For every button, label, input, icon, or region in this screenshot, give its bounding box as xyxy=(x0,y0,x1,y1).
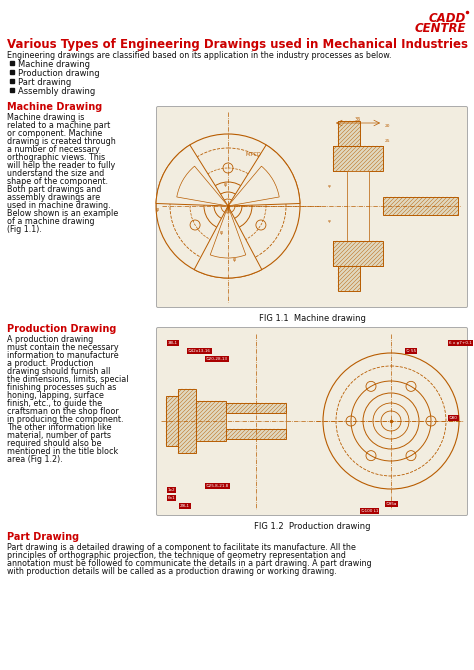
Text: Machine Drawing: Machine Drawing xyxy=(7,102,102,112)
Bar xyxy=(347,171,369,241)
Text: 25: 25 xyxy=(385,139,391,143)
Text: finish, etc., to guide the: finish, etc., to guide the xyxy=(7,399,102,408)
Bar xyxy=(166,396,178,446)
Text: 36: 36 xyxy=(355,117,361,122)
Text: must contain the necessary: must contain the necessary xyxy=(7,343,118,352)
Text: will help the reader to fully: will help the reader to fully xyxy=(7,161,115,170)
Text: φ: φ xyxy=(233,257,236,262)
Text: Both part drawings and: Both part drawings and xyxy=(7,185,101,194)
FancyBboxPatch shape xyxy=(156,328,467,515)
Wedge shape xyxy=(156,145,228,206)
Text: the dimensions, limits, special: the dimensions, limits, special xyxy=(7,375,128,384)
Text: craftsman on the shop floor: craftsman on the shop floor xyxy=(7,407,119,416)
Text: Part Drawing: Part Drawing xyxy=(7,532,79,542)
Bar xyxy=(226,429,286,439)
Bar xyxy=(338,121,360,146)
Wedge shape xyxy=(228,145,300,206)
Text: assembly drawings are: assembly drawings are xyxy=(7,193,100,202)
Text: φ: φ xyxy=(328,184,331,188)
Text: or component. Machine: or component. Machine xyxy=(7,129,102,138)
Text: 6x1: 6x1 xyxy=(168,496,176,500)
Text: a number of necessary: a number of necessary xyxy=(7,145,100,154)
Wedge shape xyxy=(227,206,229,213)
Text: ∅42x13-16: ∅42x13-16 xyxy=(188,349,211,353)
Text: ∅20-28.13: ∅20-28.13 xyxy=(206,357,228,361)
Text: 6 x φ7+0.1: 6 x φ7+0.1 xyxy=(449,341,472,345)
Bar xyxy=(226,403,286,413)
Text: φ: φ xyxy=(156,207,159,212)
Text: φ: φ xyxy=(220,230,223,235)
Bar xyxy=(333,241,383,266)
Text: principles of orthographic projection, the technique of geometry representation : principles of orthographic projection, t… xyxy=(7,551,346,560)
Text: Production drawing: Production drawing xyxy=(18,69,100,78)
Text: φ: φ xyxy=(224,182,227,187)
Text: Below shown is an example: Below shown is an example xyxy=(7,209,118,218)
Text: drawing is created through: drawing is created through xyxy=(7,137,116,146)
Wedge shape xyxy=(194,206,262,278)
Text: of a machine drawing: of a machine drawing xyxy=(7,217,94,226)
Text: understand the size and: understand the size and xyxy=(7,169,104,178)
Wedge shape xyxy=(228,166,279,206)
Text: annotation must be followed to communicate the details in a part drawing. A part: annotation must be followed to communica… xyxy=(7,559,372,568)
Text: Various Types of Engineering Drawings used in Mechanical Industries: Various Types of Engineering Drawings us… xyxy=(7,38,468,51)
Text: a product. Production: a product. Production xyxy=(7,359,93,368)
Text: φ: φ xyxy=(328,219,331,223)
Text: FIG 1.2  Production drawing: FIG 1.2 Production drawing xyxy=(254,522,370,531)
Bar xyxy=(333,146,383,171)
Text: mentioned in the title block: mentioned in the title block xyxy=(7,447,118,456)
Text: ∅80: ∅80 xyxy=(449,416,458,420)
Text: shape of the component.: shape of the component. xyxy=(7,177,108,186)
Wedge shape xyxy=(210,206,246,258)
Text: 1x2: 1x2 xyxy=(168,488,176,492)
Text: Part drawing: Part drawing xyxy=(18,78,71,87)
Text: 38L1: 38L1 xyxy=(168,341,178,345)
Text: related to a machine part: related to a machine part xyxy=(7,121,110,130)
Text: ∅100 L1: ∅100 L1 xyxy=(361,509,378,513)
Text: ∅95a: ∅95a xyxy=(386,502,397,506)
Bar xyxy=(383,197,458,215)
Text: finishing processes such as: finishing processes such as xyxy=(7,383,117,392)
Text: orthographic views. This: orthographic views. This xyxy=(7,153,105,162)
Text: material, number of parts: material, number of parts xyxy=(7,431,111,440)
Text: Machine drawing is: Machine drawing is xyxy=(7,113,84,122)
Text: (Fig 1.1).: (Fig 1.1). xyxy=(7,225,42,234)
Text: Assembly drawing: Assembly drawing xyxy=(18,87,95,96)
Text: with production details will be called as a production drawing or working drawin: with production details will be called a… xyxy=(7,567,337,576)
Text: honing, lapping, surface: honing, lapping, surface xyxy=(7,391,104,400)
Text: required should also be: required should also be xyxy=(7,439,101,448)
Text: CENTRE: CENTRE xyxy=(414,22,466,35)
Text: M.PCD: M.PCD xyxy=(246,151,262,157)
Text: used in machine drawing.: used in machine drawing. xyxy=(7,201,110,210)
Text: Machine drawing: Machine drawing xyxy=(18,60,90,69)
Text: Part drawing is a detailed drawing of a component to facilitate its manufacture.: Part drawing is a detailed drawing of a … xyxy=(7,543,356,552)
Wedge shape xyxy=(177,166,228,206)
Text: Engineering drawings are classified based on its application in the industry pro: Engineering drawings are classified base… xyxy=(7,51,392,60)
Text: 29L1: 29L1 xyxy=(180,504,190,508)
Bar xyxy=(226,413,286,429)
Text: in producing the component.: in producing the component. xyxy=(7,415,124,424)
Text: Production Drawing: Production Drawing xyxy=(7,324,117,334)
Text: 20: 20 xyxy=(385,124,391,128)
Bar xyxy=(178,389,196,453)
Text: drawing should furnish all: drawing should furnish all xyxy=(7,367,110,376)
Text: ∅ 55: ∅ 55 xyxy=(406,349,416,353)
Text: CADD: CADD xyxy=(429,12,466,25)
Text: information to manufacture: information to manufacture xyxy=(7,351,118,360)
FancyBboxPatch shape xyxy=(156,107,467,308)
Text: FIG 1.1  Machine drawing: FIG 1.1 Machine drawing xyxy=(258,314,365,323)
Text: A production drawing: A production drawing xyxy=(7,335,93,344)
Bar xyxy=(338,266,360,291)
Text: ∅25.8-21.8: ∅25.8-21.8 xyxy=(206,484,229,488)
Bar xyxy=(196,401,226,441)
Text: area (Fig 1.2).: area (Fig 1.2). xyxy=(7,455,63,464)
Text: The other information like: The other information like xyxy=(7,423,111,432)
